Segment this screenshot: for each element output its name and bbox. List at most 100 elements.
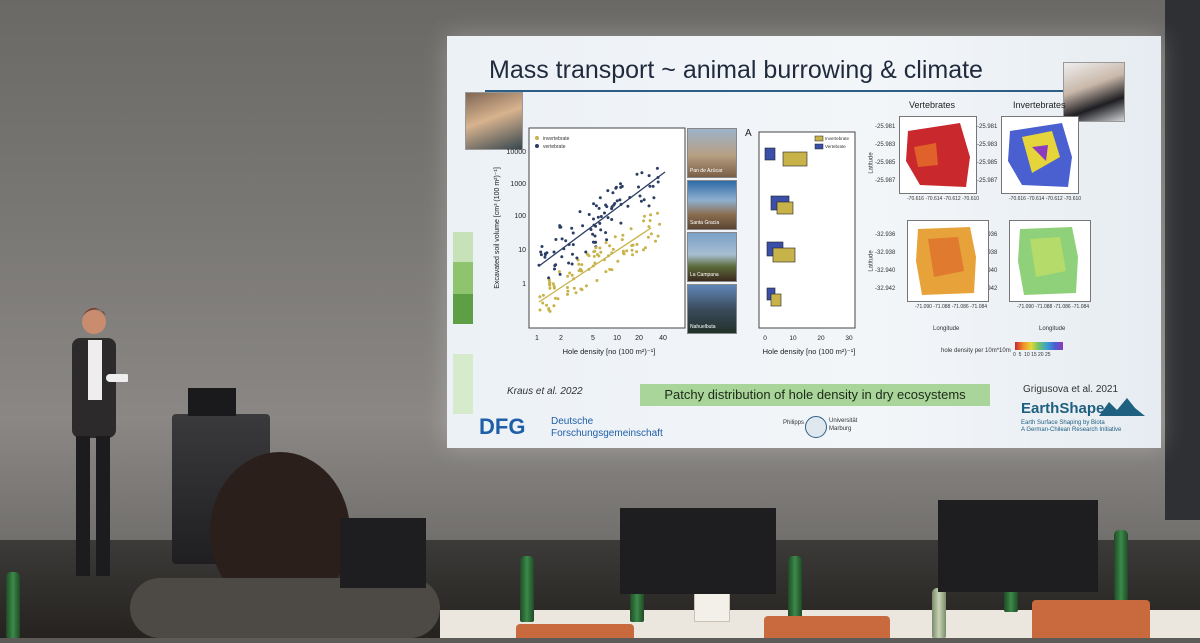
presenter: [58, 300, 130, 588]
vertebrate-point: [593, 234, 597, 238]
vertebrate-point: [575, 256, 579, 260]
box-xtick-20: 20: [817, 335, 825, 342]
invertebrate-point: [577, 262, 581, 266]
map-ylabel-bottom: Latitude: [868, 250, 875, 272]
vertebrate-point: [603, 211, 606, 215]
site-photo-nahuelbuta: Nahuelbuta: [687, 284, 737, 334]
podium-laptop: [188, 388, 236, 416]
invertebrate-point: [635, 242, 639, 246]
vertebrate-point: [647, 204, 651, 208]
ytick-100: 100: [514, 213, 526, 220]
vertebrate-point: [594, 204, 598, 208]
site-label-4: Nahuelbuta: [690, 324, 716, 330]
top-lat-tick-2: -25.983: [875, 142, 896, 148]
invertebrate-point: [553, 296, 557, 300]
bottom-lon-ticks-right: -71.090 -71.088 -71.086 -71.084: [1017, 304, 1090, 310]
invertebrate-point: [642, 219, 646, 223]
scatter-points: [537, 166, 662, 313]
vertebrate-point: [587, 213, 591, 216]
box-legend-vertebrate: Vertebrate: [825, 144, 846, 149]
scatter-plot: invertebrate vertebrate 10000 1000 100 1…: [494, 127, 686, 356]
invertebrate-point: [630, 248, 634, 252]
vertebrate-point: [598, 196, 602, 200]
earthshape-logo: EarthShape: [1021, 400, 1105, 417]
vertebrate-point: [647, 174, 651, 178]
top-lat-tick-3b: -25.985: [977, 160, 998, 166]
vertebrate-point: [543, 255, 547, 259]
invertebrate-point: [551, 282, 555, 286]
vertebrate-point: [539, 253, 543, 257]
invertebrate-point: [592, 254, 596, 258]
invertebrate-point: [548, 309, 552, 313]
vertebrate-point: [635, 172, 639, 176]
vertebrate-point: [610, 218, 614, 221]
vertebrate-point: [610, 207, 614, 211]
invertebrate-point: [648, 219, 652, 223]
xtick-1: 1: [535, 335, 539, 342]
site-photo-la-campana: La Campana: [687, 232, 737, 282]
map-col-vertebrates: Vertebrates: [909, 100, 956, 110]
vertebrate-point: [618, 198, 622, 202]
ytick-1000: 1000: [510, 181, 526, 188]
invertebrate-point: [643, 214, 646, 218]
box-legend-invertebrate: Invertebrate: [825, 136, 850, 141]
invertebrate-point: [548, 281, 552, 285]
scatter-xlabel: Hole density [no (100 m²)⁻¹]: [563, 347, 656, 356]
invertebrate-point: [538, 308, 542, 312]
invertebrate-point: [656, 211, 659, 215]
vertebrate-point: [571, 243, 575, 247]
map-xlabel-left: Longitude: [933, 326, 960, 332]
marburg-2: Universität: [829, 418, 858, 424]
caption-box: Patchy distribution of hole density in d…: [640, 384, 990, 406]
ytick-10: 10: [518, 247, 526, 254]
bottom-lat-tick-3: -32.940: [875, 268, 896, 274]
top-lon-ticks-right: -70.616 -70.614 -70.612 -70.610: [1009, 196, 1082, 202]
invertebrate-point: [572, 286, 576, 290]
box-xtick-30: 30: [845, 335, 853, 342]
invertebrate-point: [548, 283, 552, 287]
boxplot-xlabel: Hole density [no (100 m²)⁻¹]: [763, 347, 856, 356]
invertebrate-point: [566, 292, 569, 296]
bottom-lat-tick-1: -32.936: [875, 232, 896, 238]
vertebrate-point: [599, 228, 603, 232]
map-vertebrates-top: [899, 116, 977, 194]
legend-box-invertebrate: [814, 135, 824, 142]
monitor-2: [620, 508, 776, 594]
vertebrate-point: [652, 196, 656, 200]
box-group-2: [770, 195, 794, 215]
water-bottle-4: [788, 556, 802, 618]
chair-back-2: [764, 616, 890, 638]
box-xtick-0: 0: [763, 335, 767, 342]
bottom-lat-tick-2: -32.938: [875, 250, 896, 256]
invertebrate-point: [592, 250, 596, 254]
xtick-5: 5: [591, 335, 595, 342]
vertebrate-point: [578, 210, 582, 214]
monitor-1: [340, 518, 426, 588]
map-xlabel-right: Longitude: [1039, 326, 1066, 332]
invertebrate-point: [604, 241, 608, 245]
vertebrate-point: [554, 238, 558, 241]
invertebrate-point: [649, 232, 653, 236]
vertebrate-point: [558, 224, 562, 228]
xtick-10: 10: [613, 335, 621, 342]
vertebrate-point: [592, 202, 596, 206]
invertebrate-point: [556, 297, 560, 301]
legend-box-vertebrate: [814, 143, 824, 150]
vertebrate-point: [651, 184, 655, 188]
invertebrate-point: [597, 254, 601, 258]
colorbar-ticks: 0 5 10 15 20 25: [1013, 352, 1051, 358]
vertebrate-point: [614, 186, 618, 190]
slide-title: Mass transport ~ animal burrowing & clim…: [489, 56, 983, 84]
vertebrate-point: [570, 226, 574, 230]
top-lat-tick-4b: -25.987: [977, 178, 998, 184]
legend-invertebrate: invertebrate: [543, 136, 570, 142]
citation-left: Kraus et al. 2022: [507, 386, 583, 397]
invertebrate-point: [552, 284, 556, 288]
vertebrate-point: [571, 231, 575, 235]
vertebrate-point: [591, 232, 595, 236]
vertebrate-point: [553, 267, 556, 271]
boxplot: Invertebrate Vertebrate 0 10 20 30: [758, 131, 856, 356]
top-lat-tick-3: -25.985: [875, 160, 896, 166]
vertebrate-point: [598, 221, 602, 225]
marburg-1: Philipps: [783, 420, 805, 426]
